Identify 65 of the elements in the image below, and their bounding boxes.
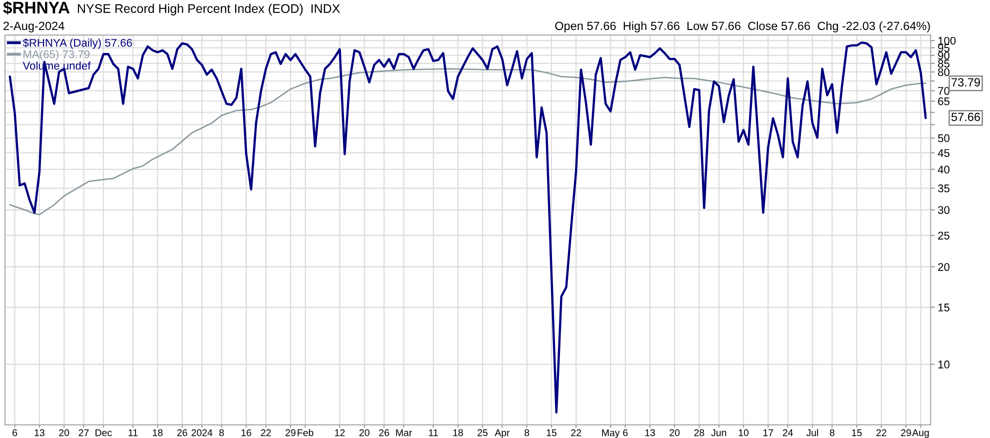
x-tick-label: 16 [242,429,252,436]
y-tick-label: 70 [938,86,950,95]
y-tick-label: 85 [938,60,950,68]
x-tick-label: 26 [379,429,390,436]
x-tick-label: 24 [782,429,793,436]
x-tick-label: Mar [396,429,412,436]
x-tick-label: 8 [219,429,224,436]
y-tick-label: 45 [938,149,950,157]
x-tick-label: 28 [694,429,704,436]
chart-title: $RHNYA [3,1,70,15]
x-tick-label: Apr [494,429,510,438]
legend-label: MA(65) 73.79 [24,50,90,60]
x-tick-label: 13 [34,429,44,436]
y-tick-label: 95 [938,44,950,52]
x-tick-label: 8 [830,429,834,436]
x-tick-label: 6 [623,429,628,436]
x-tick-label: Aug [912,429,929,438]
y-tick-label: 50 [938,134,950,142]
x-tick-label: Feb [298,429,314,436]
y-tick-label: 40 [938,166,950,174]
x-tick-label: 22 [260,429,271,436]
x-tick-label: 29 [901,429,911,436]
x-tick-label: 25 [478,429,488,436]
x-tick-label: 29 [286,429,296,436]
y-tick-label: 100 [938,36,956,45]
y-tick-label: 30 [938,206,950,214]
x-tick-label: 10 [738,429,749,436]
x-tick-label: 20 [359,429,370,436]
x-tick-label: 22 [876,429,886,436]
text: Open 57.66 High 57.66 Low 57.66 Close 57.66 Chg -22.03 (-27.64%) [555,21,930,32]
x-tick-label: 20 [59,429,70,436]
x-tick-label: 13 [645,429,655,436]
y-tick-label: 35 [938,184,950,192]
chart-subtitle: NYSE Record High Percent Index (EOD) INDX [78,4,340,16]
x-tick-label: 6 [12,429,18,436]
x-tick-label: 11 [128,429,138,436]
x-tick-label: Jun [711,429,726,436]
legend-label: $RHNYA (Daily) 57.66 [22,38,132,49]
text: 73.79 [952,78,980,86]
x-tick-label: 11 [429,429,438,436]
y-tick-label: 65 [938,97,950,106]
y-tick-label: 20 [938,263,950,271]
y-tick-label: 80 [938,68,950,76]
x-tick-label: 20 [670,429,680,436]
y-tick-label: 25 [938,232,950,240]
x-tick-label: 8 [524,429,530,436]
text: 57.66 [951,112,980,122]
y-tick-label: 15 [938,304,950,312]
x-tick-label: 18 [453,429,463,436]
x-tick-label: 2024 [192,429,212,436]
x-tick-label: 15 [546,429,556,436]
y-tick-label: 10 [938,360,950,368]
x-tick-label: 17 [763,429,774,436]
y-tick-label: 90 [938,52,950,60]
line-series [9,68,926,216]
text: 2-Aug-2024 [4,22,64,32]
x-tick-label: Dec [96,429,112,436]
x-tick-label: 15 [852,429,862,436]
x-tick-label: 27 [78,429,89,436]
x-tick-label: 18 [152,429,163,436]
x-tick-label: May [602,429,620,438]
x-tick-label: 12 [335,429,345,436]
x-tick-label: 22 [571,429,582,436]
x-tick-label: 26 [177,429,188,436]
x-tick-label: Jul [806,429,818,436]
